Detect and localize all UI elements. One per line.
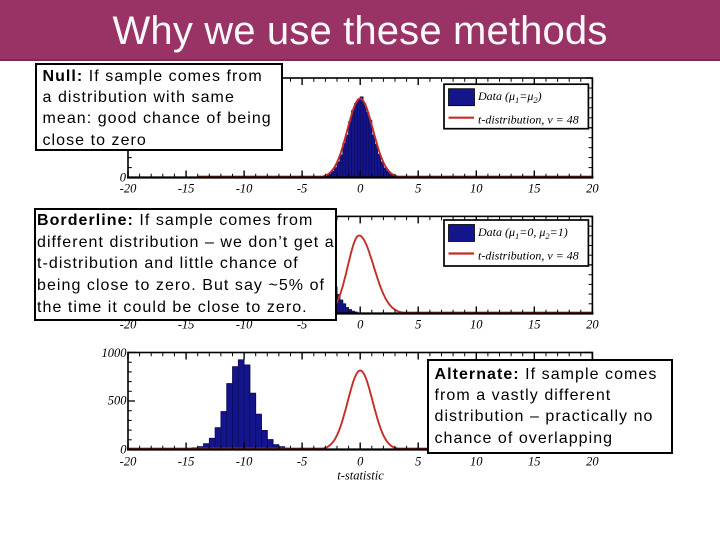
svg-text:-20: -20	[120, 455, 137, 469]
svg-text:1000: 1000	[102, 346, 128, 360]
svg-text:-20: -20	[120, 318, 137, 332]
svg-text:15: 15	[528, 318, 541, 332]
svg-text:5: 5	[415, 455, 421, 469]
svg-text:-5: -5	[297, 182, 307, 196]
svg-text:-5: -5	[297, 318, 307, 332]
svg-text:-15: -15	[178, 455, 195, 469]
svg-text:-15: -15	[178, 182, 195, 196]
svg-text:20: 20	[586, 318, 599, 332]
svg-text:-10: -10	[236, 455, 253, 469]
svg-text:20: 20	[586, 182, 599, 196]
svg-text:-10: -10	[236, 182, 253, 196]
svg-text:15: 15	[528, 455, 541, 469]
svg-text:t-statistic: t-statistic	[337, 469, 384, 483]
svg-text:20: 20	[586, 455, 599, 469]
svg-text:-20: -20	[120, 182, 137, 196]
svg-text:10: 10	[470, 318, 483, 332]
svg-text:Data (μ1=0, μ2=1): Data (μ1=0, μ2=1)	[477, 225, 568, 241]
svg-text:t-distribution, ν = 48: t-distribution, ν = 48	[478, 113, 579, 127]
svg-text:0: 0	[357, 455, 364, 469]
svg-text:5: 5	[415, 318, 421, 332]
svg-text:500: 500	[108, 394, 128, 408]
svg-text:Data (μ1=μ2): Data (μ1=μ2)	[477, 89, 542, 105]
svg-text:10: 10	[470, 182, 483, 196]
svg-text:t-distribution, ν = 48: t-distribution, ν = 48	[478, 249, 579, 263]
svg-text:0: 0	[120, 443, 127, 457]
svg-text:-15: -15	[178, 318, 195, 332]
svg-text:0: 0	[120, 171, 127, 185]
svg-text:-5: -5	[297, 455, 307, 469]
svg-text:0: 0	[357, 318, 364, 332]
svg-text:0: 0	[357, 182, 364, 196]
svg-text:-10: -10	[236, 318, 253, 332]
svg-text:5: 5	[415, 182, 421, 196]
svg-text:10: 10	[470, 455, 483, 469]
svg-text:15: 15	[528, 182, 541, 196]
